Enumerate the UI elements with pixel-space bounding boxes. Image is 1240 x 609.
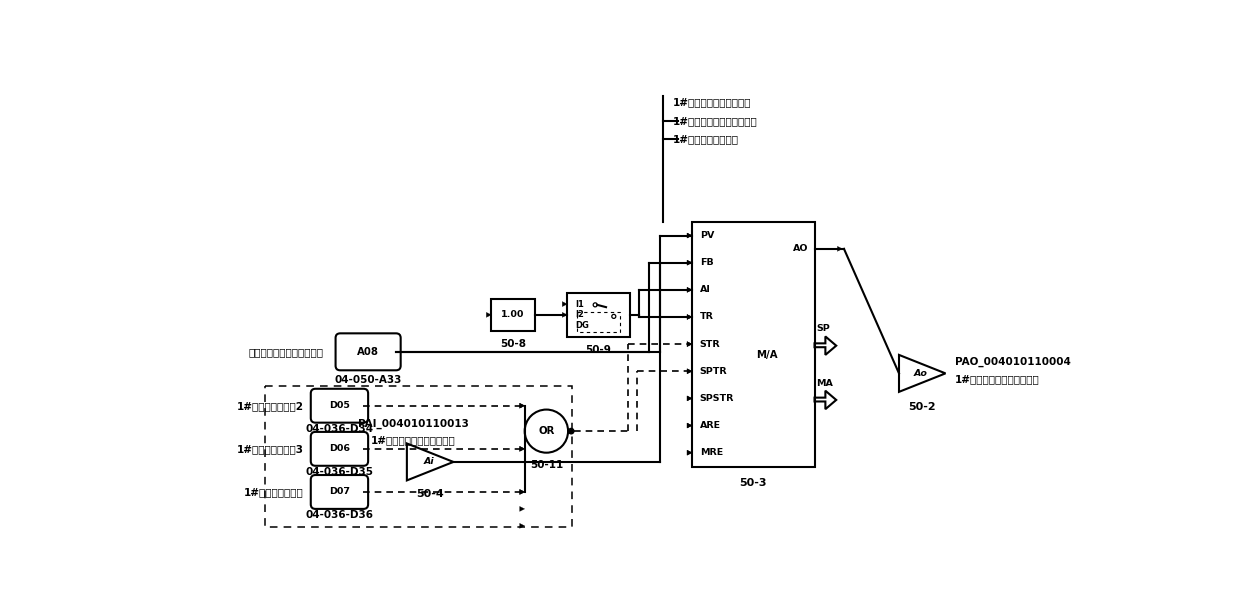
Text: AO: AO (792, 244, 808, 253)
Text: 04-036-D34: 04-036-D34 (305, 424, 373, 434)
Text: D05: D05 (329, 401, 350, 410)
Polygon shape (687, 396, 692, 401)
Polygon shape (687, 314, 692, 320)
Polygon shape (687, 233, 692, 238)
Polygon shape (562, 312, 567, 317)
Polygon shape (687, 342, 692, 347)
Text: 50-4: 50-4 (417, 489, 444, 499)
Text: I2: I2 (575, 309, 584, 319)
Polygon shape (520, 507, 525, 512)
Text: 50-3: 50-3 (739, 479, 768, 488)
Text: 1#一级反渗透变频泵反馈值: 1#一级反渗透变频泵反馈值 (371, 435, 455, 445)
Circle shape (568, 429, 574, 434)
Text: 1#一级反渗透变频泵给定值: 1#一级反渗透变频泵给定值 (672, 116, 758, 126)
Text: 1#一级反渗透启动2: 1#一级反渗透启动2 (237, 401, 304, 410)
Text: PAO_004010110004: PAO_004010110004 (955, 357, 1070, 367)
Text: D06: D06 (329, 445, 350, 453)
Text: 50-8: 50-8 (500, 339, 526, 349)
Polygon shape (687, 314, 692, 320)
Polygon shape (687, 260, 692, 265)
Bar (577, 312, 620, 332)
Text: 1#一级反渗透运行: 1#一级反渗透运行 (244, 487, 304, 497)
Text: D07: D07 (329, 487, 350, 496)
Text: PAI_004010110013: PAI_004010110013 (357, 418, 469, 429)
Text: PV: PV (699, 231, 714, 240)
Polygon shape (687, 423, 692, 428)
Text: Ao: Ao (914, 369, 928, 378)
Polygon shape (687, 450, 692, 455)
Text: DG: DG (575, 321, 589, 330)
Text: FB: FB (699, 258, 713, 267)
Text: 50-11: 50-11 (529, 460, 563, 470)
Text: 1.00: 1.00 (501, 311, 525, 319)
Polygon shape (520, 446, 525, 451)
Text: 1#一级反渗透变频泵: 1#一级反渗透变频泵 (672, 135, 739, 144)
Text: 一级反渗透变频泵控制指令: 一级反渗透变频泵控制指令 (248, 347, 324, 357)
Text: M/A: M/A (756, 350, 777, 360)
Text: 1#一级反渗透变频泵给定值: 1#一级反渗透变频泵给定值 (955, 375, 1039, 384)
Polygon shape (520, 490, 525, 495)
Polygon shape (687, 233, 692, 238)
Text: 1#一级反渗透变频泵自动: 1#一级反渗透变频泵自动 (672, 97, 751, 107)
Polygon shape (687, 369, 692, 374)
Bar (265, 385, 572, 527)
Text: 04-036-D35: 04-036-D35 (305, 467, 373, 477)
Text: ARE: ARE (699, 421, 720, 430)
Text: 50-9: 50-9 (585, 345, 611, 354)
Polygon shape (520, 446, 525, 451)
Polygon shape (520, 403, 525, 408)
Text: SPTR: SPTR (699, 367, 728, 376)
Text: 04-050-A33: 04-050-A33 (335, 375, 402, 384)
Text: OR: OR (538, 426, 554, 436)
Text: 04-036-D36: 04-036-D36 (305, 510, 373, 520)
Text: 1#一级反渗透启动3: 1#一级反渗透启动3 (237, 444, 304, 454)
Polygon shape (562, 301, 567, 306)
Polygon shape (687, 369, 692, 374)
Polygon shape (687, 423, 692, 428)
Text: TR: TR (699, 312, 714, 322)
Polygon shape (520, 490, 525, 495)
Text: A08: A08 (357, 347, 379, 357)
Polygon shape (687, 342, 692, 347)
Polygon shape (486, 312, 491, 317)
Text: 50-2: 50-2 (909, 403, 936, 412)
Text: AI: AI (699, 286, 711, 294)
Text: I1: I1 (575, 300, 584, 309)
Text: STR: STR (699, 340, 720, 348)
Text: SPSTR: SPSTR (699, 394, 734, 403)
Polygon shape (687, 287, 692, 292)
Bar (692, 222, 815, 466)
Polygon shape (687, 396, 692, 401)
Bar (567, 292, 630, 337)
Polygon shape (837, 246, 842, 252)
Polygon shape (520, 523, 525, 529)
Polygon shape (687, 287, 692, 292)
Text: Ai: Ai (423, 457, 434, 466)
Text: MA: MA (816, 379, 833, 387)
Polygon shape (687, 450, 692, 455)
Polygon shape (687, 260, 692, 265)
Polygon shape (520, 403, 525, 408)
Bar (491, 298, 534, 331)
Text: SP: SP (816, 324, 830, 333)
Text: MRE: MRE (699, 448, 723, 457)
